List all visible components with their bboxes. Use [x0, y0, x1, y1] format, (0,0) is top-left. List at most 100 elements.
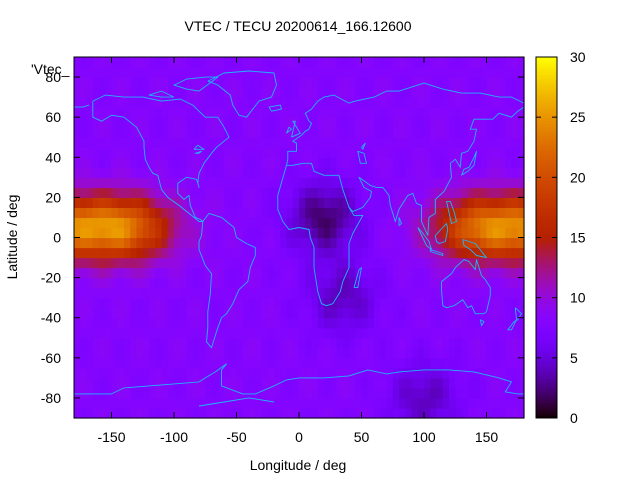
heatmap-cell — [361, 77, 369, 88]
heatmap-cell — [399, 117, 406, 128]
heatmap-cell — [105, 337, 113, 349]
heatmap-cell — [486, 187, 494, 198]
heatmap-cell — [267, 187, 275, 198]
heatmap-cell — [499, 147, 506, 158]
heatmap-cell — [399, 247, 406, 259]
heatmap-cell — [474, 377, 481, 389]
heatmap-cell — [461, 347, 469, 359]
heatmap-cell — [492, 407, 500, 419]
heatmap-cell — [186, 67, 194, 78]
heatmap-cell — [461, 107, 469, 118]
heatmap-cell — [330, 327, 338, 339]
heatmap-cell — [174, 407, 181, 419]
heatmap-cell — [86, 267, 94, 279]
heatmap-cell — [224, 107, 231, 118]
heatmap-cell — [149, 397, 156, 409]
heatmap-cell — [349, 327, 356, 339]
heatmap-cell — [461, 247, 469, 259]
heatmap-cell — [80, 327, 88, 339]
heatmap-cell — [455, 377, 463, 389]
heatmap-cell — [155, 107, 163, 118]
heatmap-cell — [217, 267, 225, 279]
heatmap-cell — [417, 317, 425, 329]
heatmap-cell — [280, 147, 288, 158]
heatmap-cell — [417, 247, 425, 259]
colorbar-segment — [536, 300, 557, 305]
heatmap-cell — [374, 317, 381, 329]
heatmap-cell — [355, 377, 363, 389]
colorbar-segment — [536, 174, 557, 178]
heatmap-cell — [155, 277, 163, 289]
heatmap-cell — [99, 117, 106, 128]
heatmap-cell — [392, 287, 400, 299]
heatmap-cell — [424, 77, 431, 88]
heatmap-cell — [80, 397, 88, 409]
heatmap-cell — [292, 67, 300, 78]
heatmap-cell — [405, 317, 413, 329]
heatmap-cell — [299, 137, 306, 148]
heatmap-cell — [205, 357, 213, 369]
heatmap-cell — [405, 227, 413, 239]
heatmap-cell — [461, 207, 469, 219]
heatmap-cell — [311, 407, 319, 419]
heatmap-cell — [249, 237, 256, 249]
heatmap-cell — [174, 147, 181, 158]
heatmap-cell — [199, 207, 206, 219]
heatmap-cell — [367, 297, 375, 309]
heatmap-cell — [505, 187, 513, 198]
heatmap-cell — [442, 337, 450, 349]
heatmap-cell — [449, 397, 456, 409]
heatmap-cell — [205, 157, 213, 168]
heatmap-cell — [480, 227, 488, 239]
heatmap-cell — [480, 207, 488, 219]
heatmap-cell — [105, 347, 113, 359]
heatmap-cell — [105, 247, 113, 259]
heatmap-cell — [411, 177, 419, 188]
heatmap-cell — [149, 237, 156, 249]
colorbar-segment — [536, 267, 557, 272]
heatmap-cell — [336, 197, 344, 209]
heatmap-cell — [442, 267, 450, 279]
heatmap-cell — [242, 167, 250, 178]
heatmap-cell — [299, 397, 306, 409]
heatmap-cell — [130, 107, 138, 118]
heatmap-cell — [417, 67, 425, 78]
colorbar-segment — [536, 318, 557, 323]
heatmap-cell — [361, 147, 369, 158]
heatmap-cell — [136, 347, 144, 359]
heatmap-cell — [361, 187, 369, 198]
heatmap-cell — [130, 87, 138, 98]
heatmap-cell — [155, 267, 163, 279]
heatmap-cell — [355, 247, 363, 259]
heatmap-cell — [486, 177, 494, 188]
heatmap-cell — [417, 267, 425, 279]
heatmap-cell — [424, 317, 431, 329]
heatmap-cell — [392, 327, 400, 339]
heatmap-cell — [80, 337, 88, 349]
heatmap-cell — [186, 407, 194, 419]
heatmap-cell — [211, 297, 219, 309]
heatmap-cell — [274, 57, 281, 68]
heatmap-cell — [386, 407, 394, 419]
heatmap-cell — [292, 357, 300, 369]
heatmap-cell — [474, 67, 481, 78]
heatmap-cell — [486, 247, 494, 259]
heatmap-cell — [111, 367, 119, 379]
heatmap-cell — [442, 177, 450, 188]
heatmap-cell — [117, 247, 125, 259]
heatmap-cell — [505, 337, 513, 349]
heatmap-cell — [405, 57, 413, 68]
heatmap-cell — [342, 387, 350, 399]
heatmap-cell — [192, 307, 200, 319]
heatmap-cell — [374, 377, 381, 389]
heatmap-cell — [474, 337, 481, 349]
heatmap-cell — [349, 117, 356, 128]
heatmap-cell — [417, 277, 425, 289]
heatmap-cell — [517, 297, 525, 309]
heatmap-cell — [99, 237, 106, 249]
heatmap-cell — [155, 357, 163, 369]
heatmap-cell — [224, 277, 231, 289]
heatmap-cell — [324, 67, 331, 78]
heatmap-cell — [261, 277, 269, 289]
heatmap-cell — [424, 297, 431, 309]
